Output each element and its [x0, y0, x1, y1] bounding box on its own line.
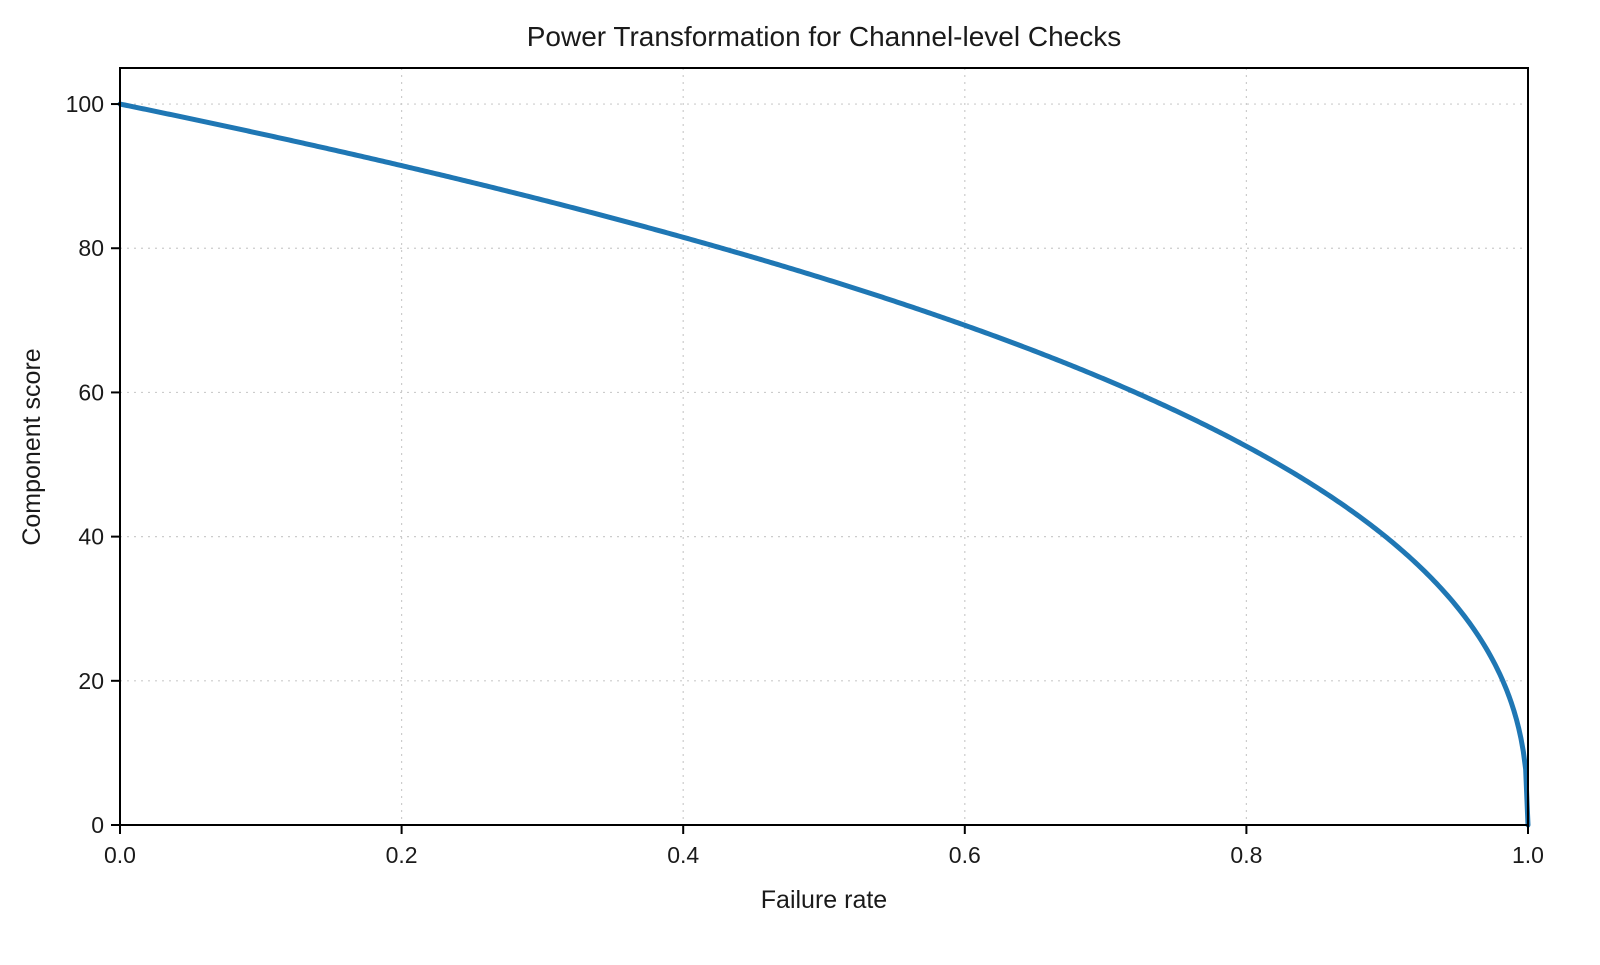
y-axis-label: Component score: [18, 348, 46, 545]
axes-frame: [119, 67, 1529, 826]
x-tick-label: 0.8: [1230, 842, 1262, 868]
y-tick-label: 20: [78, 668, 104, 694]
y-tick-label: 60: [78, 379, 104, 405]
y-tick-label: 100: [66, 91, 104, 117]
x-tick-label: 1.0: [1512, 842, 1544, 868]
y-tick-label: 0: [91, 812, 104, 838]
y-tick-label: 80: [78, 235, 104, 261]
x-tick-label: 0.6: [949, 842, 981, 868]
plot-area: 0.0 0.2 0.4 0.6 0.8 1.0 0 20 40 60 80 100: [66, 67, 1544, 868]
x-tick-label: 0.4: [667, 842, 699, 868]
chart-title: Power Transformation for Channel-level C…: [527, 21, 1121, 52]
series-line-component-score: [117, 101, 1531, 828]
x-tick-label: 0.2: [386, 842, 418, 868]
y-tick-label: 40: [78, 524, 104, 550]
x-axis-label: Failure rate: [761, 886, 887, 914]
x-tick-label: 0.0: [104, 842, 136, 868]
